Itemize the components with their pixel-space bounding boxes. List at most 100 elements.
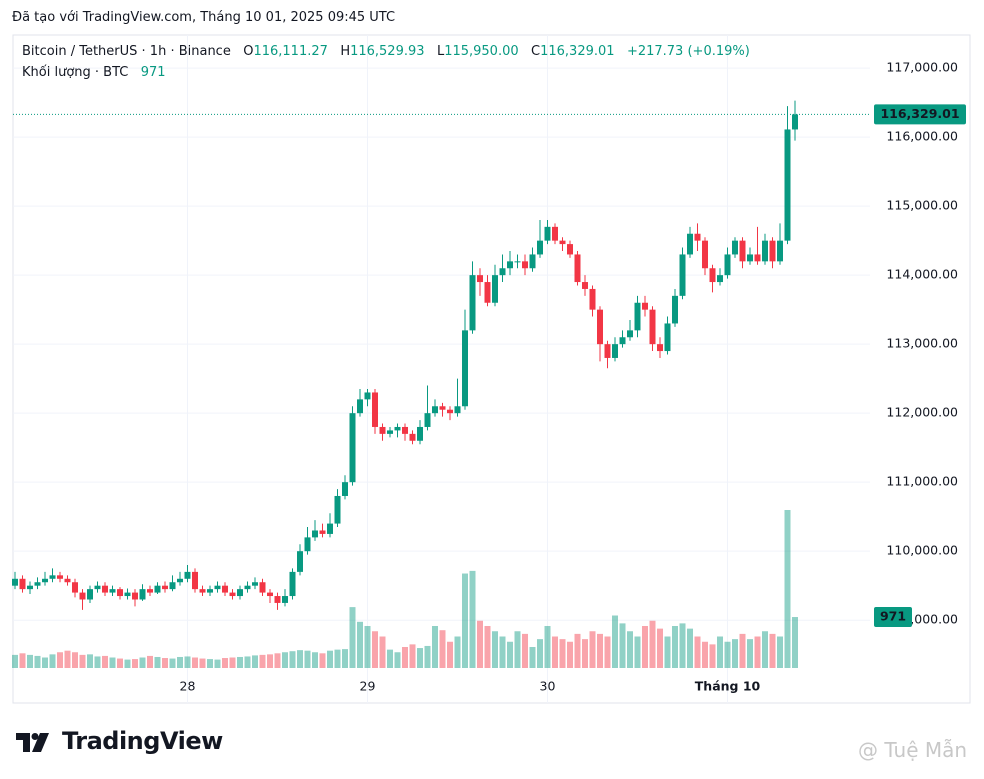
candle-body <box>132 592 138 600</box>
volume-bar <box>612 615 618 668</box>
legend-value: 115,950.00 <box>444 44 519 59</box>
volume-bar <box>72 652 78 668</box>
legend-change-pct: (+0.19%) <box>687 44 750 59</box>
volume-bar <box>319 653 326 668</box>
candle-body <box>672 295 678 324</box>
candle-body <box>484 282 491 303</box>
legend-letter: O <box>243 44 254 59</box>
candle-body <box>507 261 513 269</box>
volume-bar <box>229 657 236 668</box>
symbol-title: Bitcoin / TetherUS · 1h · Binance <box>22 44 231 59</box>
candle-body <box>42 578 48 583</box>
last-price-tag <box>874 104 966 125</box>
candle-body <box>784 129 791 241</box>
volume-bar <box>192 657 198 668</box>
candle-body <box>19 578 26 590</box>
candle-body <box>544 226 551 241</box>
volume-tag-label: 971 <box>880 609 906 624</box>
volume-bar <box>649 620 656 668</box>
volume-bar <box>582 639 588 668</box>
volume-bar <box>439 630 446 668</box>
volume-bar <box>102 655 108 668</box>
volume-bar <box>724 641 731 668</box>
candle-body <box>372 392 378 427</box>
legend-letter: C <box>531 44 541 59</box>
candle-body <box>702 240 708 269</box>
candle-body <box>34 582 41 586</box>
logo: TradingView <box>62 727 223 755</box>
volume-bar <box>327 650 333 668</box>
candle-body <box>409 433 416 441</box>
volume-bar <box>297 650 303 668</box>
volume-bar <box>544 626 551 668</box>
logo-icon <box>16 733 49 752</box>
volume-bar <box>12 654 18 668</box>
candle-body <box>627 330 633 338</box>
candle-body <box>642 302 648 310</box>
candle-body <box>657 344 663 352</box>
volume-bar <box>42 657 48 668</box>
volume-bar <box>477 620 483 668</box>
volume-bar <box>207 659 213 668</box>
volume-bar <box>132 659 138 668</box>
y-tick-label: 117,000.00 <box>886 60 958 75</box>
candle-body <box>364 392 371 400</box>
volume-bar <box>274 653 281 668</box>
watermark: @ Tuệ Mẫn <box>858 738 968 762</box>
legend-value: 116,329.01 <box>540 44 615 59</box>
volume-bar <box>349 607 356 668</box>
volume-bar <box>289 651 296 668</box>
last-price-label: 116,329.01 <box>880 106 959 121</box>
candle-body <box>342 482 348 496</box>
candle-body <box>199 589 206 593</box>
legend-letter: L <box>436 44 445 59</box>
volume-bar <box>304 650 311 668</box>
header: Đã tạo với TradingView.com, Tháng 10 01,… <box>12 10 396 25</box>
volume-bar <box>702 641 708 668</box>
volume-bar <box>124 659 131 668</box>
volume-bar <box>237 656 243 668</box>
candle-body <box>424 413 431 427</box>
candle-body <box>304 537 311 552</box>
candle-body <box>612 344 618 358</box>
candle-body <box>259 582 266 593</box>
volume-bar <box>64 650 71 668</box>
candle-body <box>297 551 303 572</box>
candle-body <box>79 592 86 600</box>
volume-bar <box>342 649 348 668</box>
volume-bar <box>154 656 161 668</box>
candle-body <box>769 240 776 262</box>
volume-bar <box>462 573 468 668</box>
candle-body <box>177 578 183 583</box>
candle-body <box>109 589 116 593</box>
candle-body <box>499 268 506 276</box>
candle-body <box>529 254 536 269</box>
volume-bar <box>679 623 686 668</box>
candle-body <box>229 592 236 597</box>
y-tick-label: 115,000.00 <box>886 198 958 213</box>
y-tick-label: 114,000.00 <box>886 267 958 282</box>
volume-bar <box>484 626 491 668</box>
candle-body <box>237 589 243 597</box>
candle-body <box>402 426 408 434</box>
candle-body <box>102 585 108 593</box>
candle-body <box>87 589 93 600</box>
candle-body <box>717 275 723 283</box>
volume-bar <box>687 628 693 668</box>
candle-body <box>597 309 603 345</box>
volume-bar <box>522 633 528 668</box>
candle-body <box>64 578 71 583</box>
volume-bar <box>514 631 521 668</box>
volume-legend: Khối lượng · BTC 971 <box>22 65 166 80</box>
candle-body <box>567 244 573 255</box>
volume-bar <box>424 645 431 668</box>
candle-body <box>552 226 558 241</box>
volume-bar <box>139 657 146 668</box>
candle-body <box>582 282 588 289</box>
volume-bar <box>402 647 408 668</box>
volume-bar <box>574 633 581 668</box>
legend-value: 116,529.93 <box>350 44 425 59</box>
candle-body <box>777 240 783 262</box>
y-tick-label: 112,000.00 <box>886 405 958 420</box>
volume-bar <box>492 631 498 668</box>
